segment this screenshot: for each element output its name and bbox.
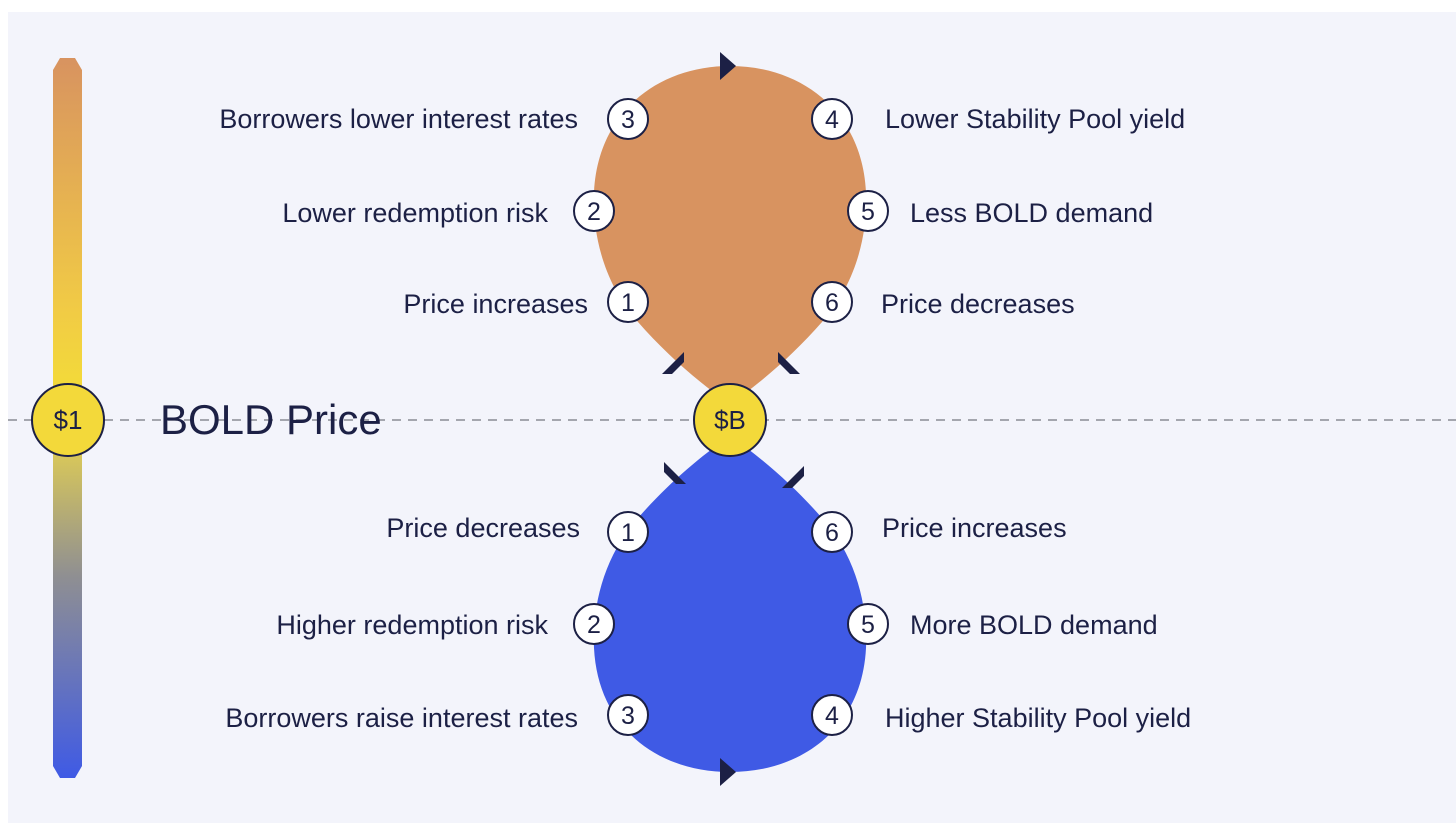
step-number: 5 [861,198,875,226]
step-badge [811,694,853,736]
step-label: Price decreases [881,289,1075,319]
step-badge [811,98,853,140]
step-number: 2 [587,198,601,226]
step-number: 1 [621,519,635,547]
diagram-title: BOLD Price [160,396,382,443]
step-badge [607,98,649,140]
step-label: More BOLD demand [910,610,1158,640]
arrow-lower-right-icon [782,466,804,488]
step-badge [607,694,649,736]
arrow-lower-left-icon [664,462,686,484]
bottom-loop-step-5: 5 More BOLD demand [847,603,1158,645]
step-badge [607,281,649,323]
step-label: Price increases [882,513,1067,543]
bold-price-feedback-diagram: $1 BOLD Price $B 1 Price increases 2 Low… [8,52,1456,786]
bottom-loop-step-3: 3 Borrowers raise interest rates [225,694,649,736]
top-loop-step-4: 4 Lower Stability Pool yield [811,98,1185,140]
step-number: 4 [825,702,839,730]
scale-coin-label: $1 [54,405,83,435]
step-number: 2 [587,611,601,639]
bottom-loop-step-1: 1 Price decreases [386,511,649,553]
top-loop-shape [593,66,867,404]
bottom-loop-step-6: 6 Price increases [811,511,1067,553]
step-badge [573,190,615,232]
step-number: 3 [621,702,635,730]
bottom-loop-step-2: 2 Higher redemption risk [276,603,615,645]
step-badge [847,190,889,232]
step-badge [811,281,853,323]
top-loop-step-3: 3 Borrowers lower interest rates [219,98,649,140]
bottom-loop-shape [593,436,867,772]
step-number: 5 [861,611,875,639]
scale-coin: $1 [31,383,105,457]
arrow-bottom-icon [720,758,736,786]
step-number: 4 [825,106,839,134]
diagram-canvas: $1 BOLD Price $B 1 Price increases 2 Low… [8,12,1456,823]
arrow-upper-left-icon [662,352,684,374]
step-number: 3 [621,106,635,134]
top-loop-step-2: 2 Lower redemption risk [282,190,615,232]
step-label: Borrowers raise interest rates [225,703,578,733]
step-badge [847,603,889,645]
step-label: Higher redemption risk [276,610,548,640]
step-label: Lower Stability Pool yield [885,104,1185,134]
step-number: 6 [825,519,839,547]
step-badge [573,603,615,645]
step-number: 6 [825,289,839,317]
step-badge [811,511,853,553]
bottom-loop-step-4: 4 Higher Stability Pool yield [811,694,1191,736]
arrow-upper-right-icon [778,352,800,374]
top-loop-step-6: 6 Price decreases [811,281,1075,323]
center-coin-label: $B [714,405,746,435]
step-label: Borrowers lower interest rates [219,104,578,134]
step-label: Less BOLD demand [910,198,1153,228]
step-label: Price decreases [386,513,580,543]
step-label: Higher Stability Pool yield [885,703,1191,733]
top-loop-step-5: 5 Less BOLD demand [847,190,1153,232]
step-number: 1 [621,289,635,317]
step-badge [607,511,649,553]
top-loop-step-1: 1 Price increases [403,281,649,323]
arrow-top-icon [720,52,736,80]
step-label: Lower redemption risk [282,198,548,228]
step-label: Price increases [403,289,588,319]
center-coin: $B [693,383,767,457]
